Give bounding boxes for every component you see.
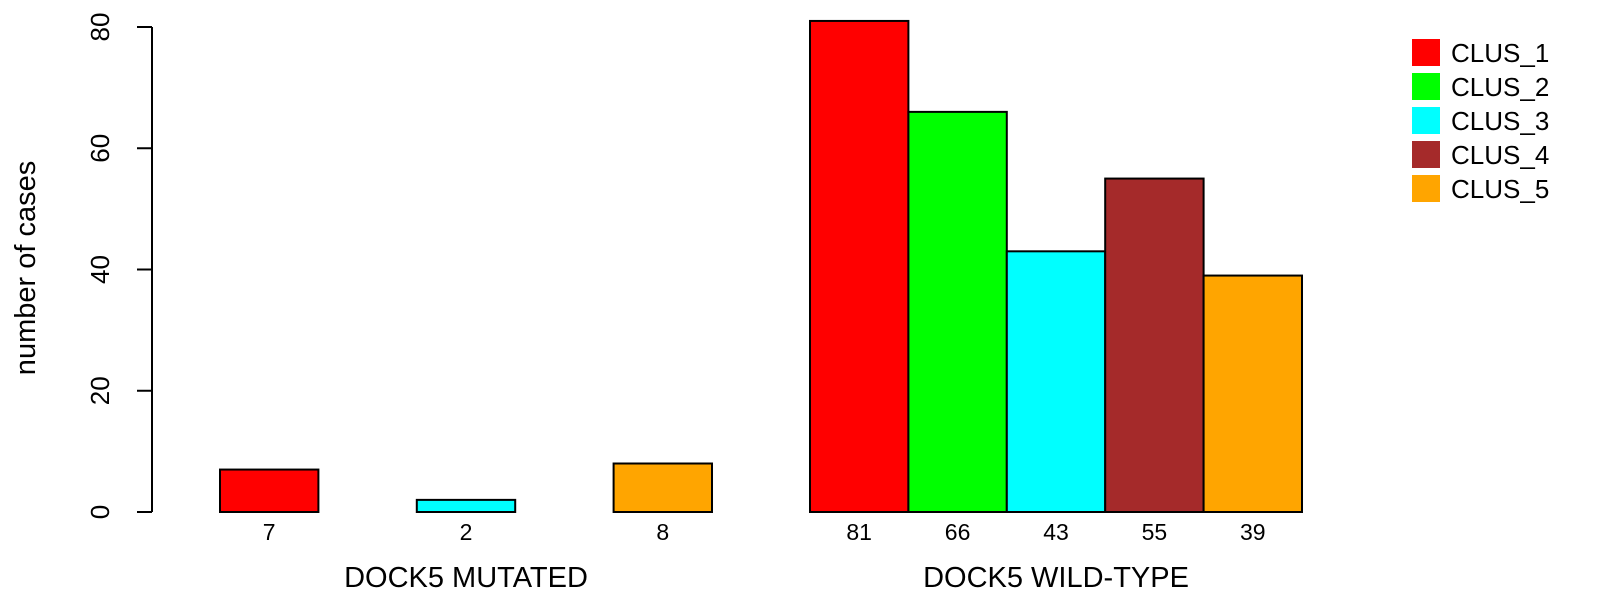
bar-value-label: 81 — [846, 519, 872, 545]
bar-1-3 — [1104, 177, 1205, 513]
bar-value-label: 43 — [1043, 519, 1069, 545]
bar-value-label: 66 — [945, 519, 971, 545]
legend-label: CLUS_5 — [1451, 174, 1549, 204]
y-tick-label: 80 — [85, 13, 115, 42]
group-label: DOCK5 MUTATED — [344, 562, 588, 594]
bars — [219, 19, 1303, 513]
legend-swatch — [1412, 39, 1440, 66]
bar-0-4 — [612, 462, 713, 513]
group-labels: DOCK5 MUTATED DOCK5 WILD-TYPE — [344, 562, 1189, 594]
group-label: DOCK5 WILD-TYPE — [923, 562, 1189, 594]
bar-value-label: 7 — [263, 519, 276, 545]
bar-0-2 — [415, 498, 517, 513]
bar-1-1 — [907, 110, 1008, 513]
y-tick-label: 40 — [85, 255, 115, 284]
legend-swatch — [1412, 73, 1440, 100]
bar-1-4 — [1202, 274, 1303, 513]
y-axis-label: number of cases — [10, 161, 42, 375]
y-axis: 0 20 40 60 80 — [85, 13, 153, 519]
y-tick-label: 60 — [85, 134, 115, 163]
bar-value-label: 2 — [460, 519, 473, 545]
legend-label: CLUS_1 — [1451, 38, 1549, 68]
bar-0-0 — [219, 468, 320, 513]
legend-swatch — [1412, 141, 1440, 168]
bar-1-0 — [809, 19, 910, 513]
y-tick-label: 20 — [85, 376, 115, 405]
bar-value-label: 8 — [656, 519, 669, 545]
bar-value-labels: 7 2 8 81 66 43 55 39 — [263, 519, 1266, 545]
legend-label: CLUS_3 — [1451, 106, 1549, 136]
legend-swatch — [1412, 175, 1440, 202]
legend-label: CLUS_4 — [1451, 140, 1549, 170]
bar-value-label: 39 — [1240, 519, 1266, 545]
legend-label: CLUS_2 — [1451, 72, 1549, 102]
y-tick-label: 0 — [85, 505, 115, 519]
bar-value-label: 55 — [1142, 519, 1168, 545]
bar-1-2 — [1005, 250, 1107, 513]
legend: CLUS_1 CLUS_2 CLUS_3 CLUS_4 CLUS_5 — [1412, 38, 1549, 204]
legend-swatch — [1412, 107, 1440, 134]
